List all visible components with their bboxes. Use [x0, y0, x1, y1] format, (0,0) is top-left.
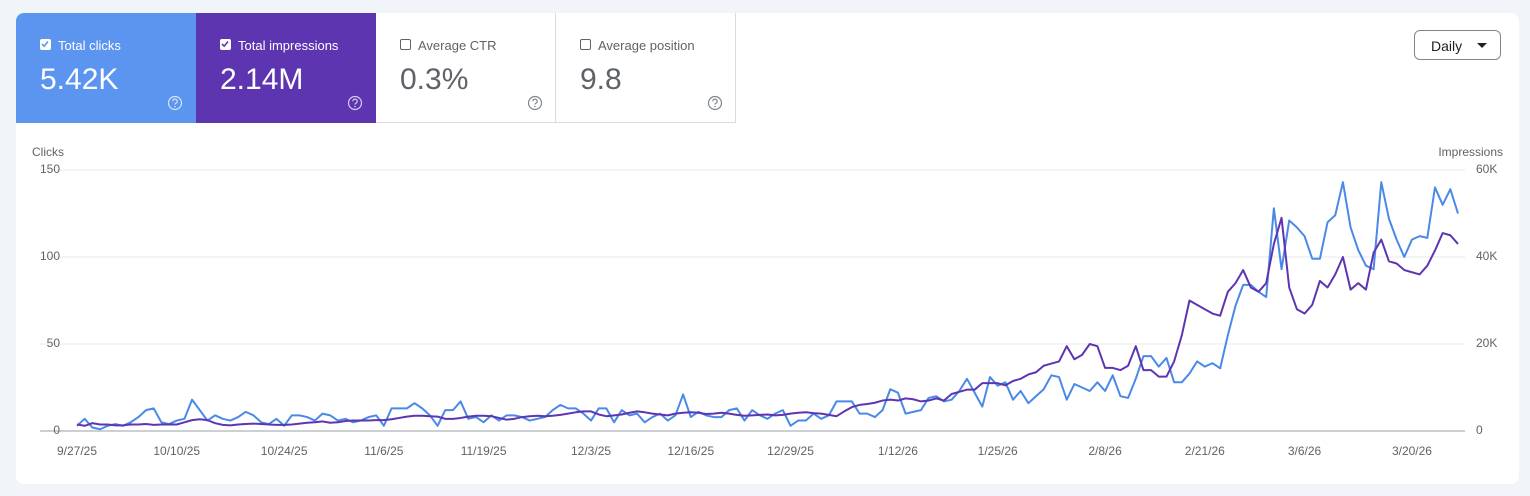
check-path	[41, 40, 49, 48]
y2-tick-label: 20K	[1476, 336, 1497, 350]
check-path	[221, 40, 229, 48]
y2-axis-title: Impressions	[1438, 145, 1503, 159]
x-tick-label: 12/3/25	[571, 444, 611, 458]
help-circle	[347, 95, 363, 111]
help-dot	[534, 105, 536, 108]
x-tick-label: 10/10/25	[153, 444, 200, 458]
help-glyph	[172, 98, 178, 105]
help-icon	[527, 95, 543, 111]
x-tick-label: 10/24/25	[261, 444, 308, 458]
y-axis-title: Clicks	[32, 145, 64, 159]
x-tick-label: 9/27/25	[57, 444, 97, 458]
series-line	[76, 181, 1459, 431]
x-tick-label: 1/25/26	[978, 444, 1018, 458]
metric-value: 5.42K	[40, 63, 119, 96]
check-mark	[41, 40, 49, 48]
metric-card[interactable]: Total clicks 5.42K	[16, 13, 196, 123]
y2-tick-label: 0	[1476, 423, 1483, 437]
x-tick-label: 3/6/26	[1288, 444, 1322, 458]
series-line	[76, 216, 1459, 427]
help-circle	[167, 95, 183, 111]
x-tick-label: 12/16/25	[667, 444, 714, 458]
help-glyph	[532, 98, 538, 105]
help-icon	[347, 95, 363, 111]
checkbox	[40, 39, 51, 50]
help-glyph	[712, 98, 718, 105]
panel: Total clicks 5.42K Total impressions 2.14M A…	[16, 13, 1519, 484]
help-dot	[714, 105, 716, 108]
checkbox	[220, 39, 231, 50]
granularity-label: Daily	[1431, 38, 1463, 54]
x-tick-label: 12/29/25	[767, 444, 814, 458]
checkbox	[580, 39, 591, 50]
y-tick-label: 100	[40, 249, 60, 263]
x-tick-label: 11/19/25	[461, 444, 507, 458]
metric-label: Average CTR	[418, 38, 497, 53]
metric-label: Total clicks	[58, 38, 121, 53]
y-tick-label: 0	[53, 423, 60, 437]
y2-tick-label: 60K	[1476, 162, 1497, 176]
check-mark	[221, 40, 229, 48]
metric-label: Total impressions	[238, 38, 339, 53]
x-tick-label: 1/12/26	[878, 444, 918, 458]
metric-label: Average position	[598, 38, 695, 53]
help-icon	[167, 95, 183, 111]
help-glyph	[352, 98, 358, 105]
y-tick-label: 150	[40, 162, 60, 176]
checkbox	[400, 39, 411, 50]
x-tick-label: 2/21/26	[1185, 444, 1225, 458]
metric-value: 9.8	[580, 63, 622, 96]
y-tick-label: 50	[47, 336, 61, 350]
metric-value: 0.3%	[400, 63, 469, 96]
help-circle	[707, 95, 723, 111]
metric-card[interactable]: Total impressions 2.14M	[196, 13, 376, 123]
dropdown-arrow	[1477, 43, 1487, 48]
x-tick-label: 3/20/26	[1392, 444, 1432, 458]
help-icon	[707, 95, 723, 111]
metric-card[interactable]: Average CTR 0.3%	[376, 13, 556, 123]
metric-value: 2.14M	[220, 63, 304, 96]
help-dot	[354, 105, 356, 108]
help-dot	[174, 105, 176, 108]
help-circle	[527, 95, 543, 111]
x-tick-label: 11/6/25	[364, 444, 403, 458]
metric-card[interactable]: Average position 9.8	[556, 13, 736, 123]
x-tick-label: 2/8/26	[1088, 444, 1122, 458]
y2-tick-label: 40K	[1476, 249, 1497, 263]
granularity-dropdown[interactable]: Daily	[1414, 30, 1501, 60]
